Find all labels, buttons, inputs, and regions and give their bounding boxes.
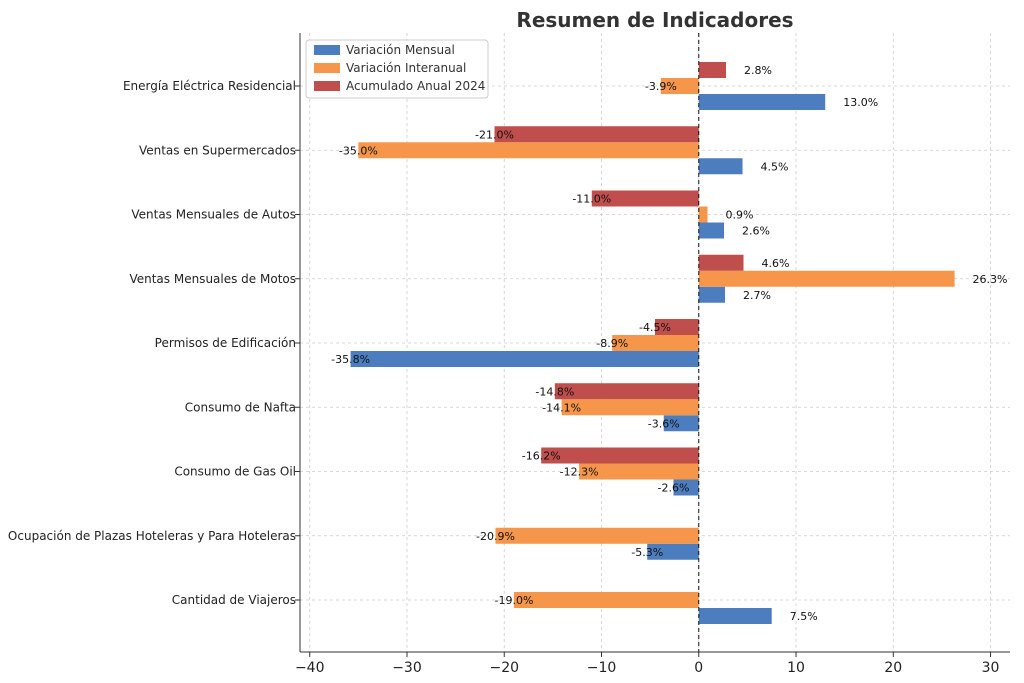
data-label: -4.5%	[639, 321, 671, 334]
category-label: Ocupación de Plazas Hoteleras y Para Hot…	[8, 529, 296, 543]
data-label: -35.0%	[339, 144, 378, 157]
bar-variaci-n-interanual	[698, 206, 708, 223]
bar-layer	[350, 62, 955, 624]
bar-acumulado-anual-2024	[591, 190, 699, 207]
x-tick-label: 10	[787, 660, 805, 676]
data-label: -16.2%	[522, 450, 561, 463]
category-label: Cantidad de Viajeros	[172, 593, 296, 607]
data-label: 7.5%	[790, 610, 818, 623]
data-label: 4.5%	[761, 160, 789, 173]
bar-acumulado-anual-2024	[655, 319, 699, 335]
bar-variaci-n-interanual	[660, 78, 699, 94]
data-label: -3.6%	[648, 417, 680, 430]
category-label: Ventas Mensuales de Motos	[129, 272, 296, 286]
x-tick-label: −10	[587, 660, 617, 676]
bar-variaci-n-mensual	[698, 608, 772, 624]
data-label: 2.8%	[744, 64, 772, 77]
bar-variaci-n-mensual	[698, 286, 726, 303]
bar-variaci-n-mensual	[350, 351, 699, 367]
data-label: -35.8%	[331, 353, 370, 366]
data-label: 13.0%	[843, 96, 878, 109]
x-tick-label: −40	[295, 660, 325, 676]
data-label: -11.0%	[572, 193, 611, 206]
bar-acumulado-anual-2024	[698, 254, 744, 271]
bar-variaci-n-mensual	[698, 94, 826, 110]
data-label-layer: 13.0% 4.5% 2.6% 2.7% -35.8% -3.6% -2.6% -5.3% 7.…	[331, 64, 1007, 623]
bar-variaci-n-interanual	[358, 142, 699, 159]
bar-variaci-n-interanual	[513, 592, 699, 608]
category-label: Ventas en Supermercados	[139, 143, 296, 157]
data-label: -5.3%	[631, 546, 663, 559]
bar-variaci-n-interanual	[612, 335, 699, 351]
bar-variaci-n-mensual	[663, 415, 699, 432]
bar-acumulado-anual-2024	[554, 383, 699, 400]
legend-swatch	[314, 45, 340, 55]
legend-swatch	[314, 81, 340, 91]
bar-acumulado-anual-2024	[541, 447, 699, 464]
legend-label: Variación Interanual	[346, 61, 466, 75]
legend-box	[305, 39, 489, 99]
bar-variaci-n-interanual	[561, 399, 699, 416]
axis-layer: −40 −30 −20 −10 0 10 20 30 Energía Eléctrica Res…	[8, 33, 1010, 676]
category-label: Consumo de Gas Oil	[174, 465, 296, 479]
bar-variaci-n-mensual	[673, 479, 699, 496]
category-label: Energía Eléctrica Residencial	[123, 79, 296, 93]
legend-swatch	[314, 63, 340, 73]
data-label: -3.9%	[645, 80, 677, 93]
bar-variaci-n-mensual	[698, 158, 743, 175]
bar-acumulado-anual-2024	[494, 126, 699, 143]
legend-label: Acumulado Anual 2024	[346, 79, 485, 93]
data-label: 2.6%	[742, 225, 770, 238]
data-label: -20.9%	[476, 530, 515, 543]
data-label: 4.6%	[762, 257, 790, 270]
data-label: -21.0%	[475, 128, 514, 141]
chart-title: Resumen de Indicadores	[516, 8, 793, 32]
data-label: 26.3%	[973, 273, 1008, 286]
data-label: -14.8%	[535, 385, 574, 398]
data-label: -2.6%	[658, 482, 690, 495]
x-tick-label: 0	[694, 660, 703, 676]
x-tick-label: 20	[884, 660, 902, 676]
data-label: -19.0%	[495, 594, 534, 607]
legend-label: Variación Mensual	[346, 43, 455, 57]
data-label: -12.3%	[560, 466, 599, 479]
category-label: Ventas Mensuales de Autos	[131, 208, 296, 222]
bar-acumulado-anual-2024	[698, 62, 726, 78]
category-label: Permisos de Edificación	[155, 336, 296, 350]
bar-variaci-n-mensual	[647, 543, 699, 560]
data-label: 0.9%	[726, 209, 754, 222]
x-tick-label: −20	[489, 660, 519, 676]
bar-variaci-n-mensual	[698, 222, 725, 239]
legend: Variación Mensual Variación Interanual Acu…	[305, 39, 489, 99]
bar-variaci-n-interanual	[495, 527, 699, 544]
data-label: 2.7%	[743, 289, 771, 302]
data-label: -14.1%	[542, 401, 581, 414]
data-label: -8.9%	[596, 337, 628, 350]
category-label: Consumo de Nafta	[185, 400, 296, 414]
x-tick-label: −30	[392, 660, 422, 676]
bar-variaci-n-interanual	[698, 270, 955, 287]
bar-variaci-n-interanual	[579, 463, 699, 480]
x-tick-label: 30	[982, 660, 1000, 676]
